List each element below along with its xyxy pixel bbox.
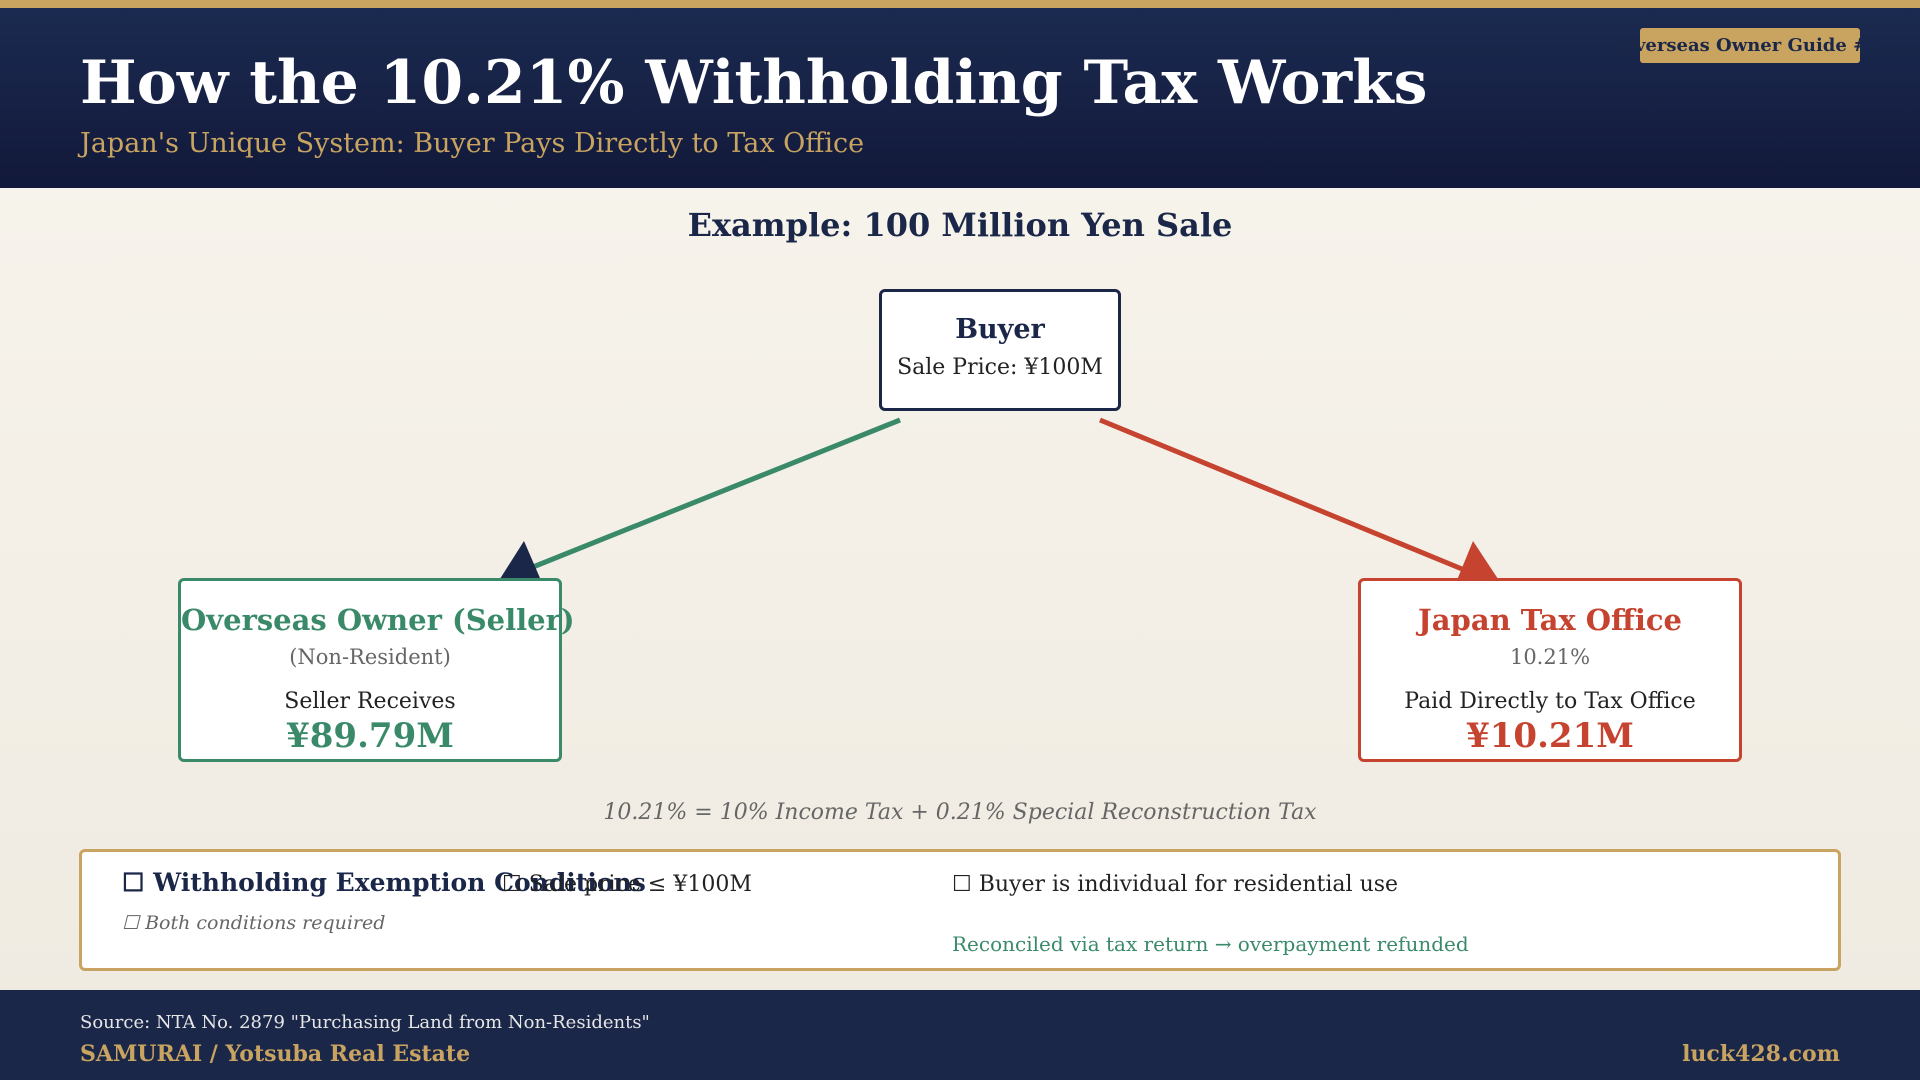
tax-office-label: Paid Directly to Tax Office [1404,689,1696,714]
seller-note: (Non-Resident) [289,645,451,669]
exemption-note: ☐ Both conditions required [122,912,385,934]
exemption-panel: ☐ Withholding Exemption Conditions ☐ Bot… [79,849,1841,971]
tax-office-box: Japan Tax Office 10.21% Paid Directly to… [1358,578,1742,762]
exemption-condition-2: ☐ Buyer is individual for residential us… [952,872,1398,897]
seller-receives-label: Seller Receives [284,689,456,714]
exemption-title: ☐ Withholding Exemption Conditions [122,868,646,897]
exemption-note-text: Both conditions required [145,912,386,934]
seller-box: Overseas Owner (Seller) (Non-Resident) S… [178,578,575,762]
seller-name: Overseas Owner (Seller) [181,603,575,637]
exemption-title-icon: ☐ [122,868,154,897]
arrow-buyer-to-seller [527,417,901,572]
tax-office-amount: ¥10.21M [1466,716,1634,756]
reconciliation-note: Reconciled via tax return → overpayment … [952,932,1469,956]
brand-name: SAMURAI / Yotsuba Real Estate [80,1041,471,1067]
top-accent-bar [0,0,1920,8]
exemption-condition-1: ☐ Sale price ≤ ¥100M [502,872,752,897]
page-title: How the 10.21% Withholding Tax Works [80,48,1428,118]
buyer-sale-price: Sale Price: ¥100M [897,355,1103,380]
website-link[interactable]: luck428.com [1682,1041,1840,1067]
arrowhead-seller [498,541,543,585]
page-subtitle: Japan's Unique System: Buyer Pays Direct… [80,128,865,159]
tax-office-rate: 10.21% [1509,645,1591,669]
tax-formula: 10.21% = 10% Income Tax + 0.21% Special … [603,800,1317,825]
arrowhead-tax-office [1455,541,1500,585]
arrow-buyer-to-tax-office [1099,417,1463,572]
seller-amount: ¥89.79M [286,716,454,756]
condition-1-text: Sale price ≤ ¥100M [528,872,752,897]
buyer-box: Buyer Sale Price: ¥100M [879,289,1121,411]
source-citation: Source: NTA No. 2879 "Purchasing Land fr… [80,1012,650,1033]
condition-1-icon: ☐ [502,872,529,897]
footer: Source: NTA No. 2879 "Purchasing Land fr… [0,990,1920,1080]
buyer-name: Buyer [955,314,1045,345]
guide-badge: Overseas Owner Guide #2 [1619,28,1881,63]
tax-office-name: Japan Tax Office [1418,603,1682,637]
example-title: Example: 100 Million Yen Sale [687,206,1233,244]
note-icon: ☐ [122,912,146,934]
condition-2-icon: ☐ [952,872,979,897]
header: How the 10.21% Withholding Tax Works Jap… [0,8,1920,188]
condition-2-text: Buyer is individual for residential use [978,872,1399,897]
exemption-title-text: Withholding Exemption Conditions [153,868,646,897]
